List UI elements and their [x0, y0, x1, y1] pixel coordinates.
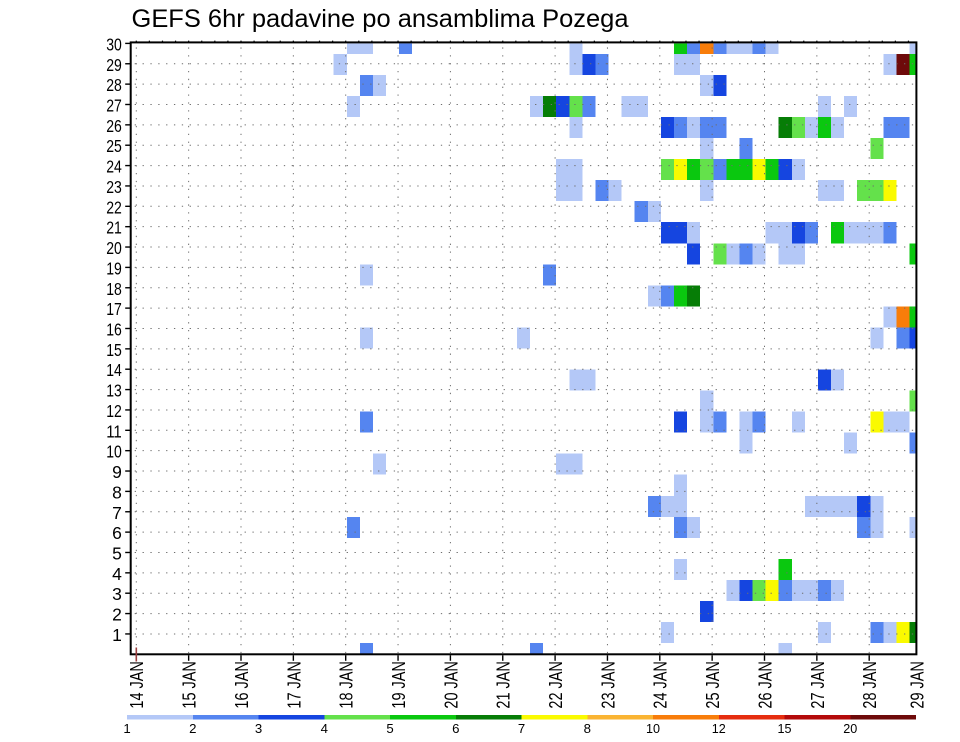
svg-text:5: 5 — [386, 721, 393, 736]
svg-text:16: 16 — [106, 319, 122, 339]
svg-text:9: 9 — [112, 462, 122, 482]
svg-text:14: 14 — [106, 360, 122, 380]
svg-text:25: 25 — [106, 136, 122, 156]
svg-text:24 JAN: 24 JAN — [651, 661, 671, 709]
svg-text:1: 1 — [112, 625, 122, 645]
svg-text:4: 4 — [112, 564, 122, 584]
svg-text:1: 1 — [123, 721, 130, 736]
svg-text:4: 4 — [321, 721, 328, 736]
svg-text:17 JAN: 17 JAN — [284, 661, 304, 709]
svg-text:8: 8 — [112, 482, 122, 502]
svg-text:28 JAN: 28 JAN — [860, 661, 880, 709]
svg-text:7: 7 — [112, 503, 122, 523]
svg-text:21: 21 — [106, 218, 122, 238]
svg-text:24: 24 — [106, 157, 122, 177]
svg-text:19 JAN: 19 JAN — [389, 661, 409, 709]
svg-text:28: 28 — [106, 75, 122, 95]
svg-text:22 JAN: 22 JAN — [546, 661, 566, 709]
svg-text:23: 23 — [106, 177, 122, 197]
svg-text:6: 6 — [452, 721, 459, 736]
svg-text:23 JAN: 23 JAN — [598, 661, 618, 709]
svg-text:11: 11 — [106, 421, 122, 441]
svg-text:5: 5 — [112, 543, 122, 563]
svg-text:27 JAN: 27 JAN — [808, 661, 828, 709]
svg-text:3: 3 — [255, 721, 262, 736]
svg-text:GEFS 6hr padavine po ansamblim: GEFS 6hr padavine po ansamblima Pozega — [132, 6, 629, 33]
svg-text:3: 3 — [112, 584, 122, 604]
svg-text:21 JAN: 21 JAN — [494, 661, 514, 709]
svg-text:29 JAN: 29 JAN — [908, 661, 928, 709]
svg-text:26 JAN: 26 JAN — [755, 661, 775, 709]
svg-text:15 JAN: 15 JAN — [180, 661, 200, 709]
svg-text:2: 2 — [189, 721, 196, 736]
svg-text:18 JAN: 18 JAN — [337, 661, 357, 709]
svg-text:2: 2 — [112, 605, 122, 625]
svg-text:10: 10 — [646, 721, 660, 736]
svg-text:19: 19 — [106, 258, 122, 278]
svg-text:18: 18 — [106, 279, 122, 299]
svg-text:25 JAN: 25 JAN — [703, 661, 723, 709]
svg-text:27: 27 — [106, 95, 122, 115]
svg-text:8: 8 — [584, 721, 591, 736]
svg-text:16 JAN: 16 JAN — [232, 661, 252, 709]
svg-text:6: 6 — [112, 523, 122, 543]
svg-text:17: 17 — [106, 299, 122, 319]
svg-text:30: 30 — [106, 34, 122, 54]
svg-text:22: 22 — [106, 197, 122, 217]
svg-text:14 JAN: 14 JAN — [127, 661, 147, 709]
svg-text:20: 20 — [106, 238, 122, 258]
svg-text:10: 10 — [106, 442, 122, 462]
svg-text:12: 12 — [712, 721, 726, 736]
svg-text:12: 12 — [106, 401, 122, 421]
svg-text:7: 7 — [518, 721, 525, 736]
svg-text:20: 20 — [843, 721, 857, 736]
svg-text:29: 29 — [106, 55, 122, 75]
svg-text:15: 15 — [778, 721, 792, 736]
svg-text:20 JAN: 20 JAN — [441, 661, 461, 709]
svg-text:26: 26 — [106, 116, 122, 136]
svg-text:15: 15 — [106, 340, 122, 360]
svg-text:13: 13 — [106, 381, 122, 401]
